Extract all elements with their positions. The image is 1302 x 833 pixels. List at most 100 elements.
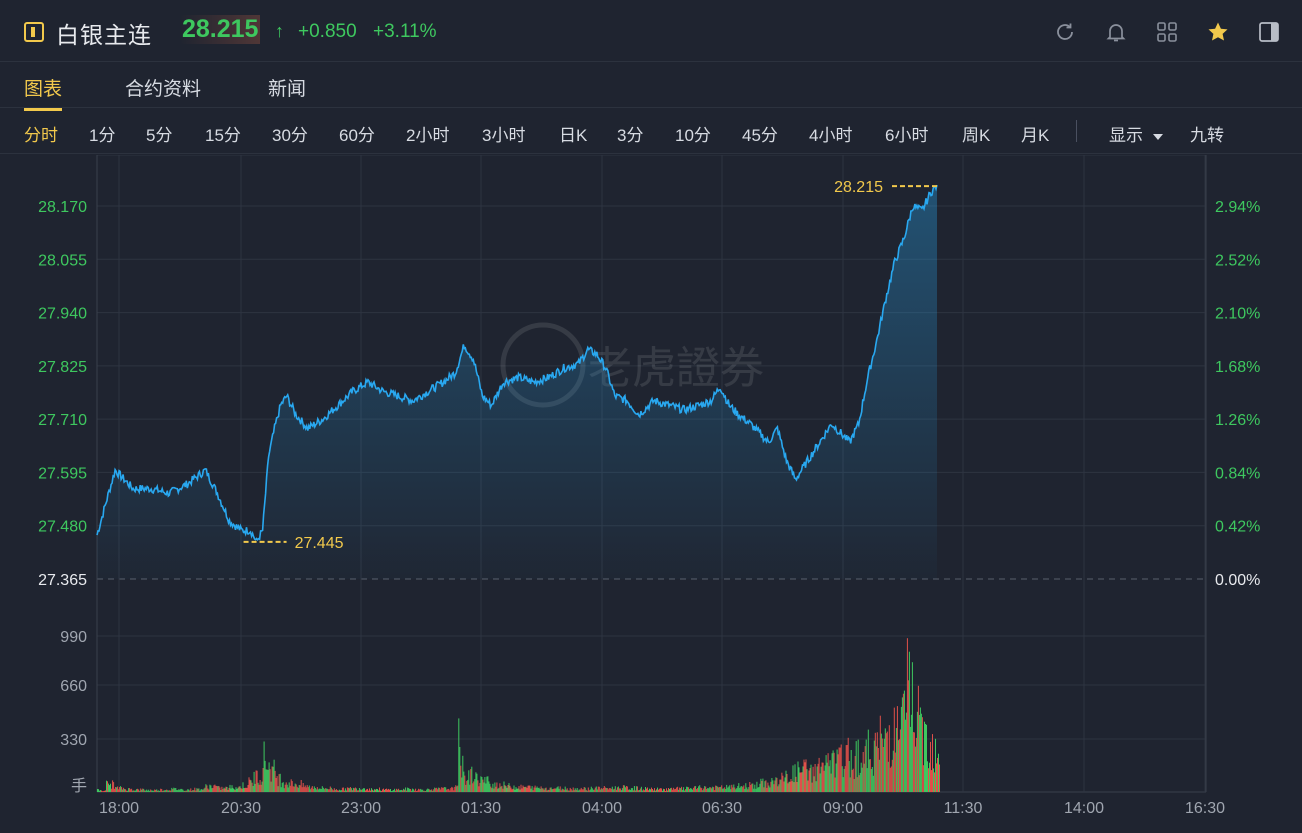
volume-bar (101, 790, 102, 792)
period-daily[interactable]: 日K (559, 126, 588, 145)
volume-bar (124, 789, 126, 792)
volume-bar (551, 789, 553, 792)
volume-bar (893, 707, 895, 792)
volume-bar (777, 786, 779, 792)
volume-bar (185, 790, 187, 792)
volume-bar (660, 788, 661, 792)
volume-bar (245, 787, 247, 792)
volume-bar (402, 790, 404, 792)
grid-icon[interactable] (1155, 20, 1179, 44)
volume-bar (350, 788, 352, 792)
volume-bar (151, 790, 153, 792)
volume-bar (155, 790, 157, 792)
volume-bar (637, 790, 639, 792)
volume-bar (384, 789, 385, 792)
volume-bar (657, 787, 658, 792)
volume-bar (145, 790, 147, 792)
period-3h[interactable]: 3小时 (482, 126, 526, 145)
volume-bar (238, 786, 240, 792)
volume-bar (610, 788, 612, 792)
volume-bar (651, 787, 652, 792)
volume-bar (759, 783, 761, 792)
volume-bar (883, 738, 885, 792)
volume-bar (665, 790, 666, 792)
volume-bar (486, 776, 488, 792)
period-60m[interactable]: 60分 (339, 126, 375, 145)
volume-bar (768, 785, 770, 792)
volume-bar (536, 786, 538, 792)
refresh-icon[interactable] (1053, 20, 1077, 44)
intraday-chart[interactable]: 老虎證券 28.170 2.94% 28.055 2.52% 27.940 2.10% 27… (0, 155, 1302, 833)
volume-bar (284, 784, 286, 792)
volume-bar (325, 788, 327, 792)
volume-bar (895, 728, 897, 792)
volume-bar (852, 768, 854, 792)
volume-bar (792, 765, 794, 792)
volume-bar (406, 790, 408, 792)
period-separator (1076, 120, 1077, 142)
period-45m[interactable]: 45分 (742, 126, 778, 145)
volume-bar (399, 790, 401, 792)
period-2h[interactable]: 2小时 (406, 126, 450, 145)
price-change-percent: +3.11% (373, 21, 437, 42)
star-icon[interactable] (1206, 20, 1230, 44)
volume-bar (272, 766, 274, 792)
volume-bar (483, 782, 485, 792)
jiuzhuan-indicator[interactable]: 九转 (1190, 126, 1224, 145)
period-6h[interactable]: 6小时 (885, 126, 929, 145)
volume-bar (470, 769, 472, 792)
volume-bar (394, 788, 396, 792)
volume-bar (757, 787, 759, 792)
volume-bar (136, 789, 138, 792)
panel-icon[interactable] (1257, 20, 1281, 44)
volume-bar (249, 779, 251, 792)
volume-bar (756, 781, 758, 792)
volume-bar (560, 790, 562, 792)
volume-bar (823, 770, 825, 792)
period-10m[interactable]: 10分 (675, 126, 711, 145)
period-15m[interactable]: 15分 (205, 126, 241, 145)
volume-bar (374, 789, 375, 792)
tab-chart[interactable]: 图表 (24, 74, 63, 111)
volume-bar (762, 778, 764, 792)
display-dropdown[interactable]: 显示 (1109, 121, 1163, 146)
tab-contract-info[interactable]: 合约资料 (125, 79, 202, 100)
volume-bar (202, 790, 204, 792)
volume-bar (926, 724, 927, 792)
volume-bar (364, 788, 365, 792)
volume-bar (850, 750, 852, 792)
volume-bar (544, 788, 546, 792)
volume-bar (919, 707, 921, 792)
time-tick-label: 09:00 (823, 800, 863, 817)
volume-bar (239, 786, 241, 792)
period-weekly[interactable]: 周K (962, 126, 991, 145)
volume-bar (622, 785, 624, 792)
volume-bar (160, 788, 162, 792)
bell-icon[interactable] (1104, 20, 1128, 44)
volume-bar (473, 781, 475, 792)
percent-tick-label: 0.84% (1215, 465, 1260, 482)
volume-bar (523, 786, 525, 792)
tab-news[interactable]: 新闻 (268, 79, 307, 100)
period-intraday[interactable]: 分时 (24, 126, 58, 145)
period-1m[interactable]: 1分 (89, 126, 116, 145)
volume-bar (149, 791, 151, 792)
chart-canvas[interactable]: 老虎證券 28.170 2.94% 28.055 2.52% 27.940 2.10% 27… (0, 155, 1302, 833)
volume-bar (531, 786, 533, 792)
period-4h[interactable]: 4小时 (809, 126, 853, 145)
period-5m[interactable]: 5分 (146, 126, 173, 145)
volume-bar (114, 788, 116, 792)
volume-bar (290, 779, 292, 792)
period-3m[interactable]: 3分 (617, 126, 644, 145)
volume-bar (180, 788, 182, 792)
volume-bar (324, 788, 326, 792)
volume-bar (774, 780, 776, 792)
svg-text:老虎證券: 老虎證券 (588, 343, 764, 394)
period-30m[interactable]: 30分 (272, 126, 308, 145)
volume-bar (118, 789, 120, 792)
period-monthly[interactable]: 月K (1021, 126, 1050, 145)
volume-bar (210, 785, 212, 792)
volume-bar (367, 788, 368, 792)
volume-bar (836, 749, 838, 792)
volume-bar (621, 788, 623, 792)
